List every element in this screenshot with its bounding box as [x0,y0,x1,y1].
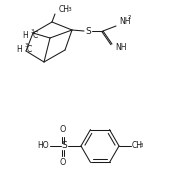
Text: O: O [60,158,66,167]
Text: 3: 3 [31,29,34,34]
Text: H: H [16,46,22,55]
Text: NH: NH [119,18,130,27]
Text: O: O [60,125,66,134]
Text: C: C [33,31,38,40]
Text: 2: 2 [128,15,132,20]
Text: CH: CH [59,5,70,14]
Text: 3: 3 [140,143,144,148]
Text: S: S [61,141,67,150]
Text: NH: NH [115,44,126,53]
Text: S: S [85,27,91,36]
Text: 3: 3 [67,7,71,12]
Text: C: C [27,46,32,55]
Text: 3: 3 [25,43,29,48]
Text: CH: CH [132,141,143,150]
Text: H: H [22,31,28,40]
Text: HO: HO [37,141,49,150]
